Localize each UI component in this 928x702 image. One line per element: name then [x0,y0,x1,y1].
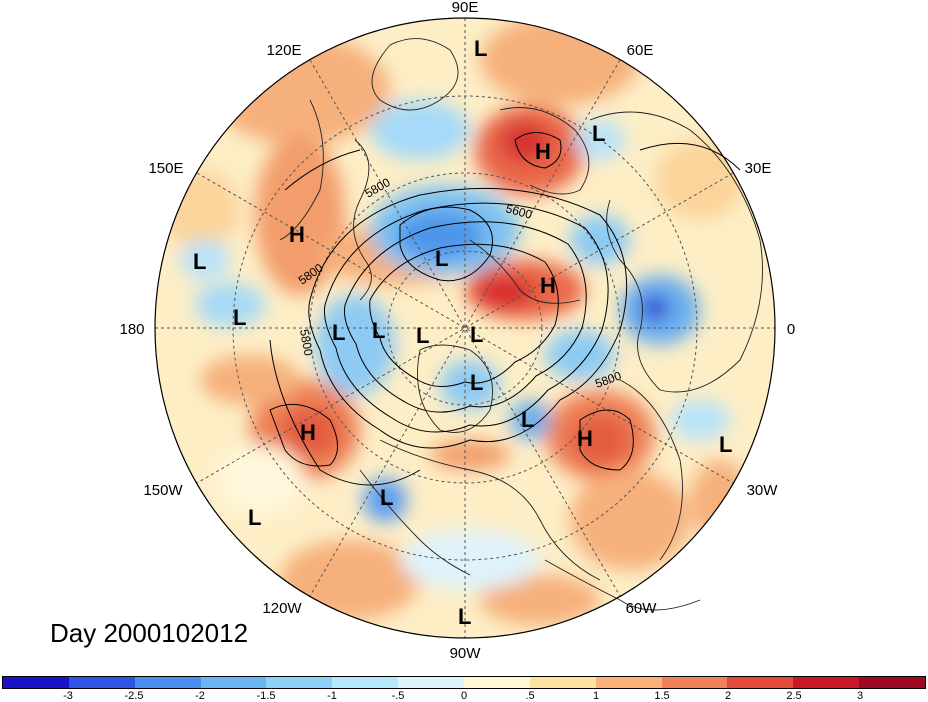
colorbar-segment [661,677,728,688]
colorbar-tick-label: -.5 [391,690,405,702]
low-center: L [458,604,471,629]
coastlines [279,38,763,611]
lon-label-180: 180 [119,321,144,338]
low-center: L [592,121,605,146]
low-center: L [332,320,345,345]
colorbar [2,676,926,689]
colorbar-tick-label: -1 [327,690,337,702]
colorbar-segment [266,677,333,688]
contour-label: 5600 [504,201,534,222]
height-contours [269,132,741,486]
low-center: L [521,407,534,432]
colorbar-tick-label: -2.5 [124,690,144,702]
lon-label-150w: 150W [143,482,183,499]
lon-label-120e: 120E [266,42,301,59]
low-center: L [474,36,487,61]
low-center: L [435,246,448,271]
high-center: H [577,426,593,451]
lon-label-120w: 120W [262,600,302,617]
colorbar-tick-label: 2.5 [786,690,802,702]
high-center: H [535,139,551,164]
colorbar-tick-label: 3 [856,690,864,702]
colorbar-segment [332,677,399,688]
colorbar-segment [859,677,926,688]
low-center: L [193,249,206,274]
colorbar-segment [134,677,201,688]
lon-label-30e: 30E [745,160,772,177]
colorbar-tick-label: -2 [195,690,205,702]
colorbar-tick-label: 1.5 [654,690,670,702]
high-center: H [540,273,556,298]
lon-label-90w: 90W [450,645,482,662]
colorbar-tick-label: 2 [724,690,732,702]
lon-label-90e: 90E [452,0,479,16]
low-center: L [719,432,732,457]
low-center: L [233,305,246,330]
lon-label-30w: 30W [747,482,779,499]
colorbar-tick-label: 1 [592,690,600,702]
colorbar-tick-label: 0 [460,690,468,702]
low-center: L [380,485,393,510]
colorbar-segment [529,677,596,688]
day-title: Day 2000102012 [50,618,249,648]
low-center: L [416,323,429,348]
high-center: H [289,222,305,247]
colorbar-segment [398,677,465,688]
high-center: H [300,420,316,445]
colorbar-segment [3,677,69,688]
colorbar-segment [464,677,530,688]
low-center: L [470,322,483,347]
low-center: L [248,505,261,530]
colorbar-segment [595,677,662,688]
lon-label-0: 0 [787,321,795,338]
contour-label: 5800 [297,328,315,357]
colorbar-tick-label: .5 [525,690,535,702]
lon-label-60w: 60W [626,600,658,617]
lon-label-150e: 150E [148,160,183,177]
graticule [155,18,775,638]
low-center: L [470,370,483,395]
lon-label-60e: 60E [627,42,654,59]
colorbar-segment [727,677,794,688]
map-boundary [154,17,776,639]
colorbar-segment [68,677,135,688]
colorbar-segment [200,677,267,688]
colorbar-tick-labels: -3 -2.5 -2 -1.5 -1 -.5 0 .5 1 1.5 2 2.5 3 [0,690,928,702]
longitude-labels: 90E 120E 60E 150E 30E 180 0 150W 30W 120… [119,0,795,662]
colorbar-segment [793,677,860,688]
pressure-center-group: L L H H L L H L L L L L L L H H L L L L [193,36,732,629]
colorbar-tick-label: -3 [63,690,73,702]
colorbar-tick-label: -1.5 [256,690,276,702]
low-center: L [372,318,385,343]
